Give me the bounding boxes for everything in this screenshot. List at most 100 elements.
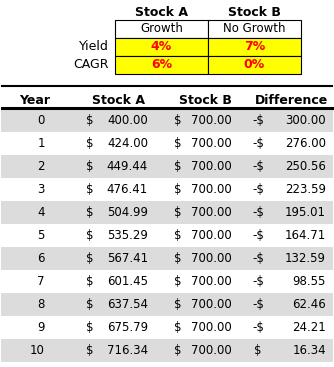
Bar <box>1 270 333 293</box>
Text: 700.00: 700.00 <box>191 344 232 357</box>
Text: $: $ <box>86 114 94 127</box>
Text: $: $ <box>174 275 182 288</box>
Text: Stock B: Stock B <box>228 6 281 18</box>
Text: $: $ <box>86 206 94 219</box>
Bar <box>1 132 333 155</box>
Bar <box>1 224 333 247</box>
Text: 6: 6 <box>37 252 45 265</box>
Text: 98.55: 98.55 <box>293 275 326 288</box>
Text: 700.00: 700.00 <box>191 298 232 311</box>
Text: $: $ <box>174 252 182 265</box>
Text: 132.59: 132.59 <box>285 252 326 265</box>
Bar <box>1 155 333 178</box>
Text: 504.99: 504.99 <box>107 206 148 219</box>
Text: $: $ <box>174 206 182 219</box>
Text: 276.00: 276.00 <box>285 137 326 150</box>
Text: $: $ <box>86 344 94 357</box>
Text: Stock B: Stock B <box>179 94 231 106</box>
Text: 0: 0 <box>38 114 45 127</box>
Text: $: $ <box>86 275 94 288</box>
Text: $: $ <box>174 183 182 196</box>
Text: 24.21: 24.21 <box>292 321 326 334</box>
Text: 449.44: 449.44 <box>107 160 148 173</box>
Text: $: $ <box>174 114 182 127</box>
Text: $: $ <box>174 229 182 242</box>
Text: -$: -$ <box>252 114 264 127</box>
Text: 700.00: 700.00 <box>191 183 232 196</box>
Text: $: $ <box>174 137 182 150</box>
Text: 9: 9 <box>37 321 45 334</box>
Text: 675.79: 675.79 <box>107 321 148 334</box>
Text: 700.00: 700.00 <box>191 160 232 173</box>
Bar <box>208 20 301 38</box>
Text: 7: 7 <box>37 275 45 288</box>
Text: 10: 10 <box>30 344 45 357</box>
Text: -$: -$ <box>252 206 264 219</box>
Text: Stock A: Stock A <box>93 94 146 106</box>
Text: 535.29: 535.29 <box>107 229 148 242</box>
Text: -$: -$ <box>252 252 264 265</box>
Text: 7%: 7% <box>244 40 265 54</box>
Bar <box>115 20 208 38</box>
Text: $: $ <box>86 229 94 242</box>
Text: -$: -$ <box>252 229 264 242</box>
Text: 250.56: 250.56 <box>285 160 326 173</box>
Text: 700.00: 700.00 <box>191 137 232 150</box>
Text: 700.00: 700.00 <box>191 229 232 242</box>
Bar <box>1 316 333 339</box>
Text: $: $ <box>86 160 94 173</box>
Text: 4%: 4% <box>151 40 172 54</box>
Text: 4: 4 <box>37 206 45 219</box>
Text: -$: -$ <box>252 321 264 334</box>
Text: $: $ <box>254 344 262 357</box>
Text: 5: 5 <box>38 229 45 242</box>
Text: 16.34: 16.34 <box>292 344 326 357</box>
Text: Stock A: Stock A <box>135 6 188 18</box>
Text: $: $ <box>86 183 94 196</box>
Text: -$: -$ <box>252 183 264 196</box>
Text: 700.00: 700.00 <box>191 321 232 334</box>
Text: No Growth: No Growth <box>223 22 286 36</box>
Text: -$: -$ <box>252 160 264 173</box>
Text: 567.41: 567.41 <box>107 252 148 265</box>
Text: 601.45: 601.45 <box>107 275 148 288</box>
Text: $: $ <box>174 321 182 334</box>
Bar <box>1 339 333 362</box>
Text: $: $ <box>86 298 94 311</box>
Text: 2: 2 <box>37 160 45 173</box>
Text: 3: 3 <box>38 183 45 196</box>
Text: 716.34: 716.34 <box>107 344 148 357</box>
Text: 637.54: 637.54 <box>107 298 148 311</box>
Text: Growth: Growth <box>140 22 183 36</box>
Text: $: $ <box>174 160 182 173</box>
Text: $: $ <box>86 252 94 265</box>
Text: 700.00: 700.00 <box>191 252 232 265</box>
Text: Difference: Difference <box>256 94 329 106</box>
Text: 700.00: 700.00 <box>191 206 232 219</box>
Bar <box>115 38 208 56</box>
Text: 164.71: 164.71 <box>285 229 326 242</box>
Bar <box>208 38 301 56</box>
Bar <box>1 178 333 201</box>
Text: 700.00: 700.00 <box>191 275 232 288</box>
Text: CAGR: CAGR <box>73 58 109 72</box>
Text: -$: -$ <box>252 298 264 311</box>
Text: 62.46: 62.46 <box>292 298 326 311</box>
Bar <box>1 109 333 132</box>
Text: 476.41: 476.41 <box>107 183 148 196</box>
Bar <box>208 56 301 74</box>
Text: 424.00: 424.00 <box>107 137 148 150</box>
Bar <box>1 247 333 270</box>
Text: 300.00: 300.00 <box>285 114 326 127</box>
Text: Year: Year <box>19 94 50 106</box>
Text: 0%: 0% <box>244 58 265 72</box>
Text: 6%: 6% <box>151 58 172 72</box>
Text: $: $ <box>174 298 182 311</box>
Text: 223.59: 223.59 <box>285 183 326 196</box>
Text: 400.00: 400.00 <box>107 114 148 127</box>
Text: $: $ <box>86 137 94 150</box>
Text: $: $ <box>86 321 94 334</box>
Bar <box>1 293 333 316</box>
Bar <box>115 56 208 74</box>
Text: 1: 1 <box>37 137 45 150</box>
